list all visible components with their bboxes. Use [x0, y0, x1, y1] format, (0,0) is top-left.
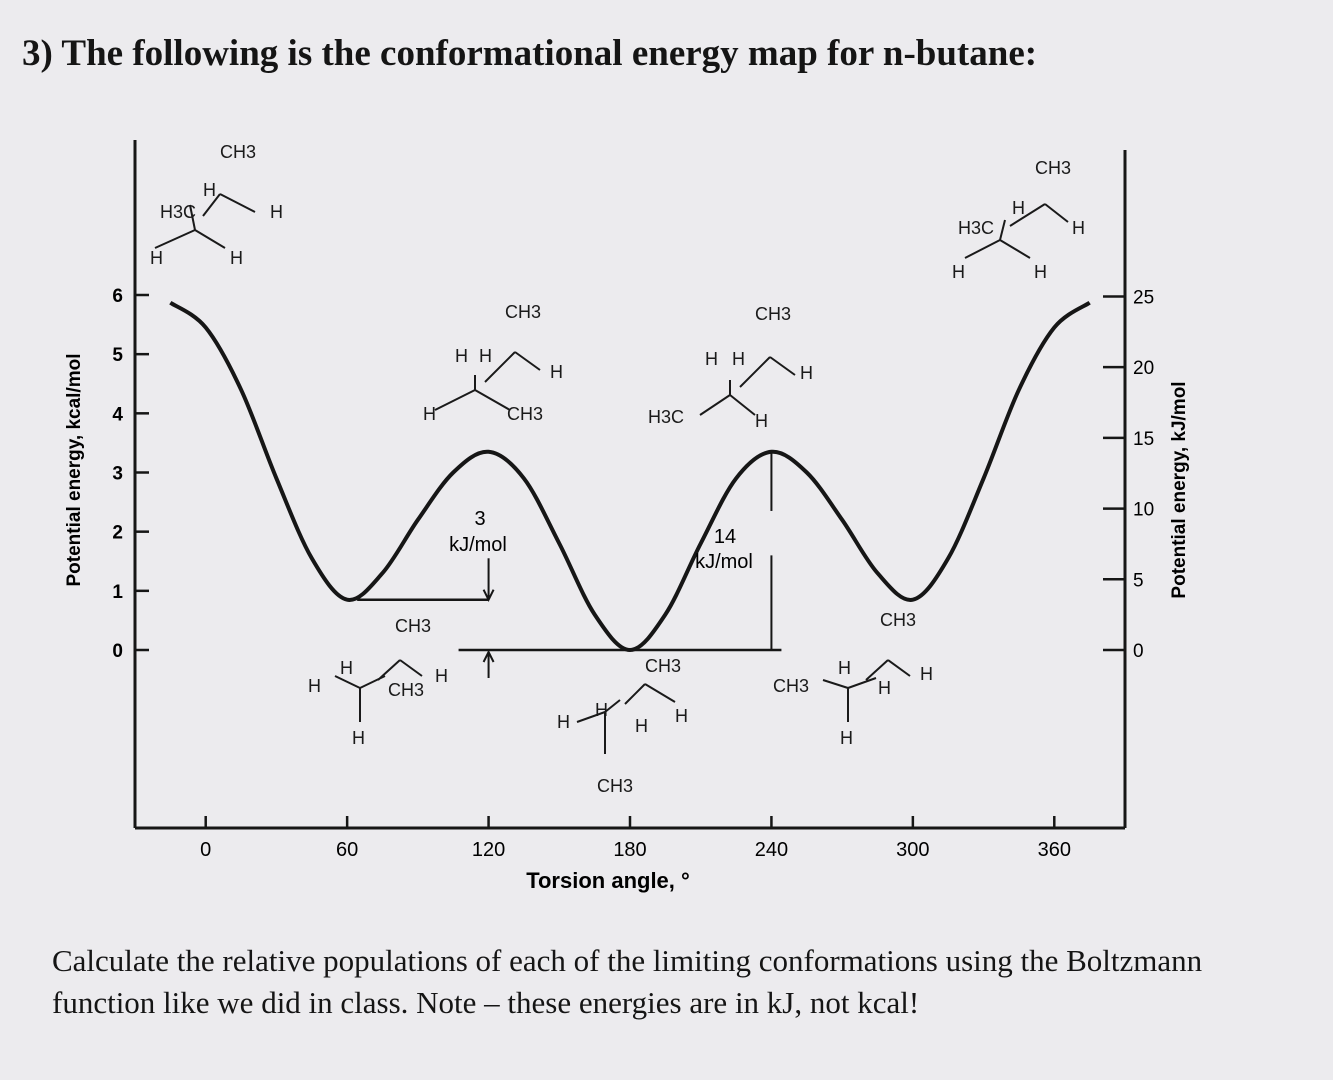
structure-gauche-60: CH3 H H CH3 H H — [308, 616, 448, 748]
x-tick-label: 360 — [1038, 839, 1071, 861]
x-tick-label: 60 — [336, 839, 358, 861]
annotation-14-value: 14 — [714, 526, 736, 548]
chart-frame — [133, 140, 1127, 830]
y-tick-label: 0 — [112, 641, 123, 662]
svg-text:H: H — [270, 202, 283, 222]
svg-text:H: H — [557, 712, 570, 732]
svg-text:CH3: CH3 — [220, 142, 256, 162]
y2-tick-label: 20 — [1133, 358, 1154, 379]
x-tick-label: 180 — [613, 839, 646, 861]
svg-text:H: H — [878, 678, 891, 698]
structure-eclipsed-240: CH3 H H H H3C H — [648, 304, 813, 431]
svg-text:H: H — [675, 706, 688, 726]
annotation-14-unit: kJ/mol — [695, 551, 753, 573]
y-tick-label: 2 — [112, 523, 123, 544]
svg-text:H: H — [635, 716, 648, 736]
svg-text:CH3: CH3 — [645, 656, 681, 676]
svg-text:CH3: CH3 — [388, 680, 424, 700]
svg-text:H: H — [755, 411, 768, 431]
svg-text:H: H — [203, 180, 216, 200]
svg-text:H: H — [150, 248, 163, 268]
svg-text:H: H — [952, 262, 965, 282]
structure-gauche-300: CH3 H H H CH3 H — [773, 610, 933, 748]
y-tick-label: 5 — [112, 345, 123, 366]
svg-text:H: H — [423, 404, 436, 424]
structure-eclipsed-120: CH3 H H H H CH3 — [423, 302, 563, 424]
svg-text:H: H — [1012, 198, 1025, 218]
svg-text:H: H — [455, 346, 468, 366]
y2-tick-label: 15 — [1133, 429, 1154, 450]
svg-text:H: H — [352, 728, 365, 748]
svg-text:H3C: H3C — [648, 407, 684, 427]
svg-text:CH3: CH3 — [597, 776, 633, 796]
x-tick-label: 120 — [472, 839, 505, 861]
svg-text:H: H — [705, 349, 718, 369]
svg-text:H: H — [838, 658, 851, 678]
y2-tick-label: 25 — [1133, 287, 1154, 308]
svg-text:CH3: CH3 — [505, 302, 541, 322]
annotation-3-value: 3 — [474, 508, 485, 530]
svg-text:H: H — [920, 664, 933, 684]
svg-text:CH3: CH3 — [755, 304, 791, 324]
barrier-markers — [357, 451, 782, 678]
svg-text:H3C: H3C — [958, 218, 994, 238]
y2-tick-label: 5 — [1133, 570, 1144, 591]
svg-text:H: H — [340, 658, 353, 678]
energy-curve — [169, 300, 1091, 653]
x-tick-label: 0 — [200, 839, 211, 861]
svg-text:H: H — [230, 248, 243, 268]
svg-text:CH3: CH3 — [395, 616, 431, 636]
svg-text:H: H — [800, 363, 813, 383]
structure-anti-180: CH3 H H H H CH3 — [557, 656, 688, 796]
right-axis-ticks: 0 5 10 15 20 25 — [1103, 287, 1154, 662]
question-title: 3) The following is the conformational e… — [22, 33, 1038, 74]
svg-text:CH3: CH3 — [880, 610, 916, 630]
x-axis-ticks: 0 60 120 180 240 300 360 — [200, 816, 1071, 861]
y-tick-label: 4 — [112, 404, 123, 425]
svg-text:CH3: CH3 — [507, 404, 543, 424]
y-tick-label: 6 — [112, 286, 123, 307]
structure-eclipsed-360: CH3 H H H3C H H — [952, 158, 1085, 282]
svg-text:H: H — [1072, 218, 1085, 238]
svg-text:H3C: H3C — [160, 202, 196, 222]
svg-text:H: H — [479, 346, 492, 366]
left-axis-ticks: 0 1 2 3 4 5 6 — [112, 286, 149, 662]
svg-text:H: H — [595, 700, 608, 720]
anti-arrow-head — [482, 649, 495, 663]
y-axis-label: Potential energy, kcal/mol — [64, 353, 85, 586]
svg-text:H: H — [840, 728, 853, 748]
x-tick-label: 240 — [755, 839, 788, 861]
y-tick-label: 1 — [112, 582, 123, 603]
svg-text:CH3: CH3 — [773, 676, 809, 696]
structure-eclipsed-0: CH3 H H3C H H H — [150, 142, 283, 268]
gauche-arrow-head — [482, 589, 495, 602]
y2-tick-label: 10 — [1133, 500, 1154, 521]
y-tick-label: 3 — [112, 464, 123, 485]
x-axis-label: Torsion angle, ° — [526, 868, 690, 893]
svg-text:CH3: CH3 — [1035, 158, 1071, 178]
svg-text:H: H — [732, 349, 745, 369]
svg-text:H: H — [435, 666, 448, 686]
annotation-3-unit: kJ/mol — [449, 534, 507, 556]
instructions-text: Calculate the relative populations of ea… — [52, 943, 1203, 1020]
svg-text:H: H — [308, 676, 321, 696]
energy-map-chart: 0 1 2 3 4 5 6 0 5 10 15 20 25 0 60 120 180 240 300 360 Po… — [64, 140, 1190, 893]
y2-axis-label: Potential energy, kJ/mol — [1169, 381, 1190, 598]
svg-text:H: H — [1034, 262, 1047, 282]
svg-text:H: H — [550, 362, 563, 382]
y2-tick-label: 0 — [1133, 641, 1144, 662]
x-tick-label: 300 — [896, 839, 929, 861]
